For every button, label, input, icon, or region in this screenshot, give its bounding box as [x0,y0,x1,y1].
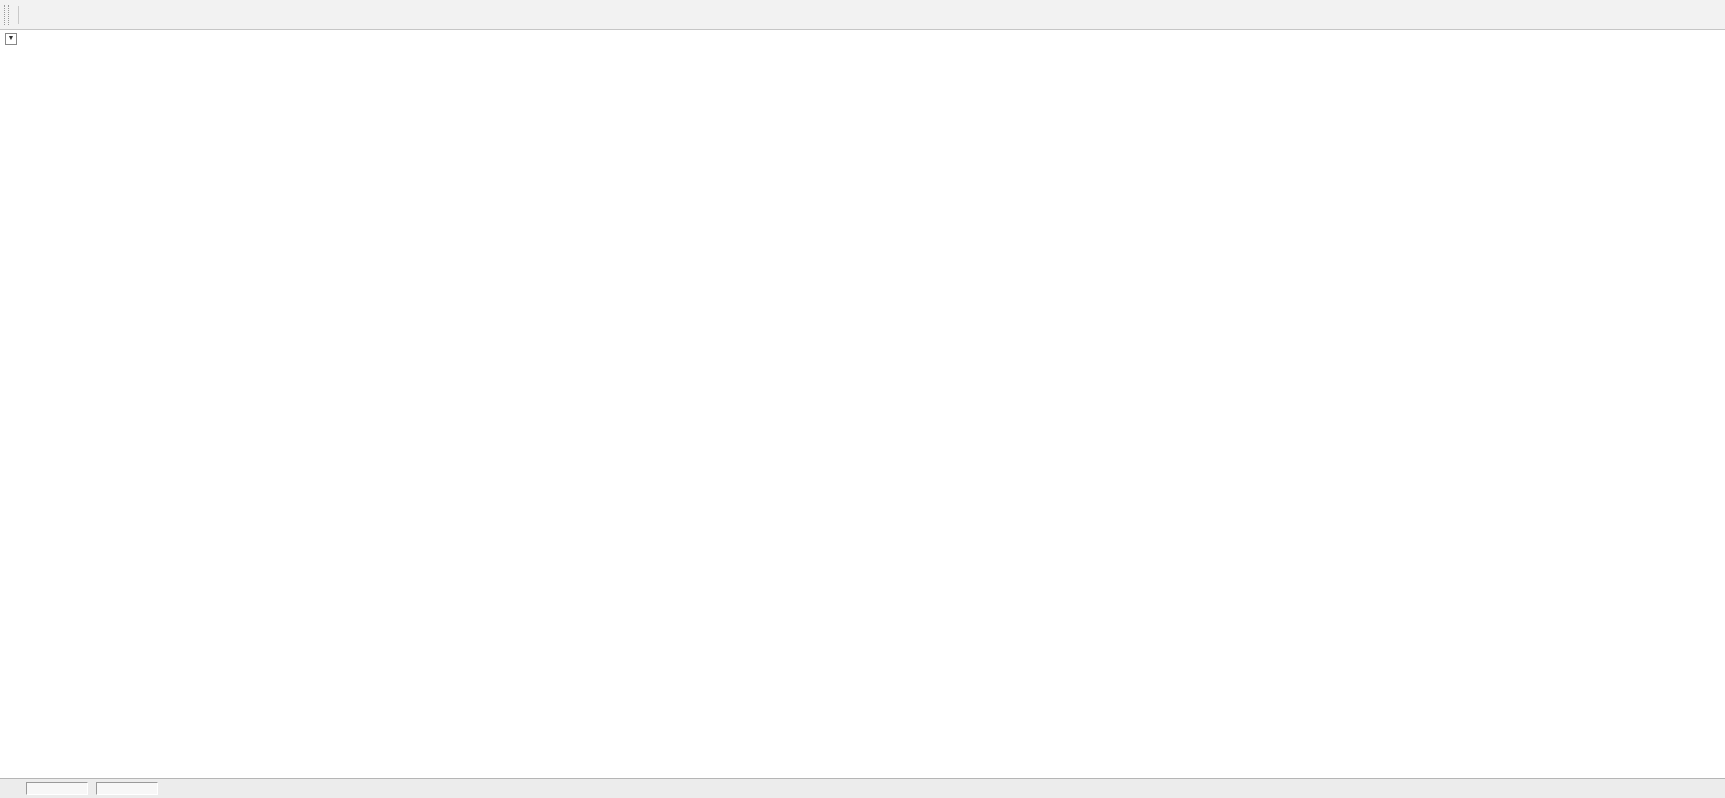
price-chart[interactable] [0,30,1725,778]
chevron-down-icon[interactable]: ▼ [5,33,17,45]
toolbar-separator [18,5,19,24]
toolbar [0,0,1725,30]
status-bar [0,778,1725,798]
status-segment [96,782,158,795]
chart-window: ▼ [0,30,1725,778]
macd-indicator-label [6,451,14,463]
status-segment [26,782,88,795]
chart-title: ▼ [5,33,27,45]
toolbar-grip[interactable] [4,4,9,25]
rsi-indicator-label [6,581,10,593]
